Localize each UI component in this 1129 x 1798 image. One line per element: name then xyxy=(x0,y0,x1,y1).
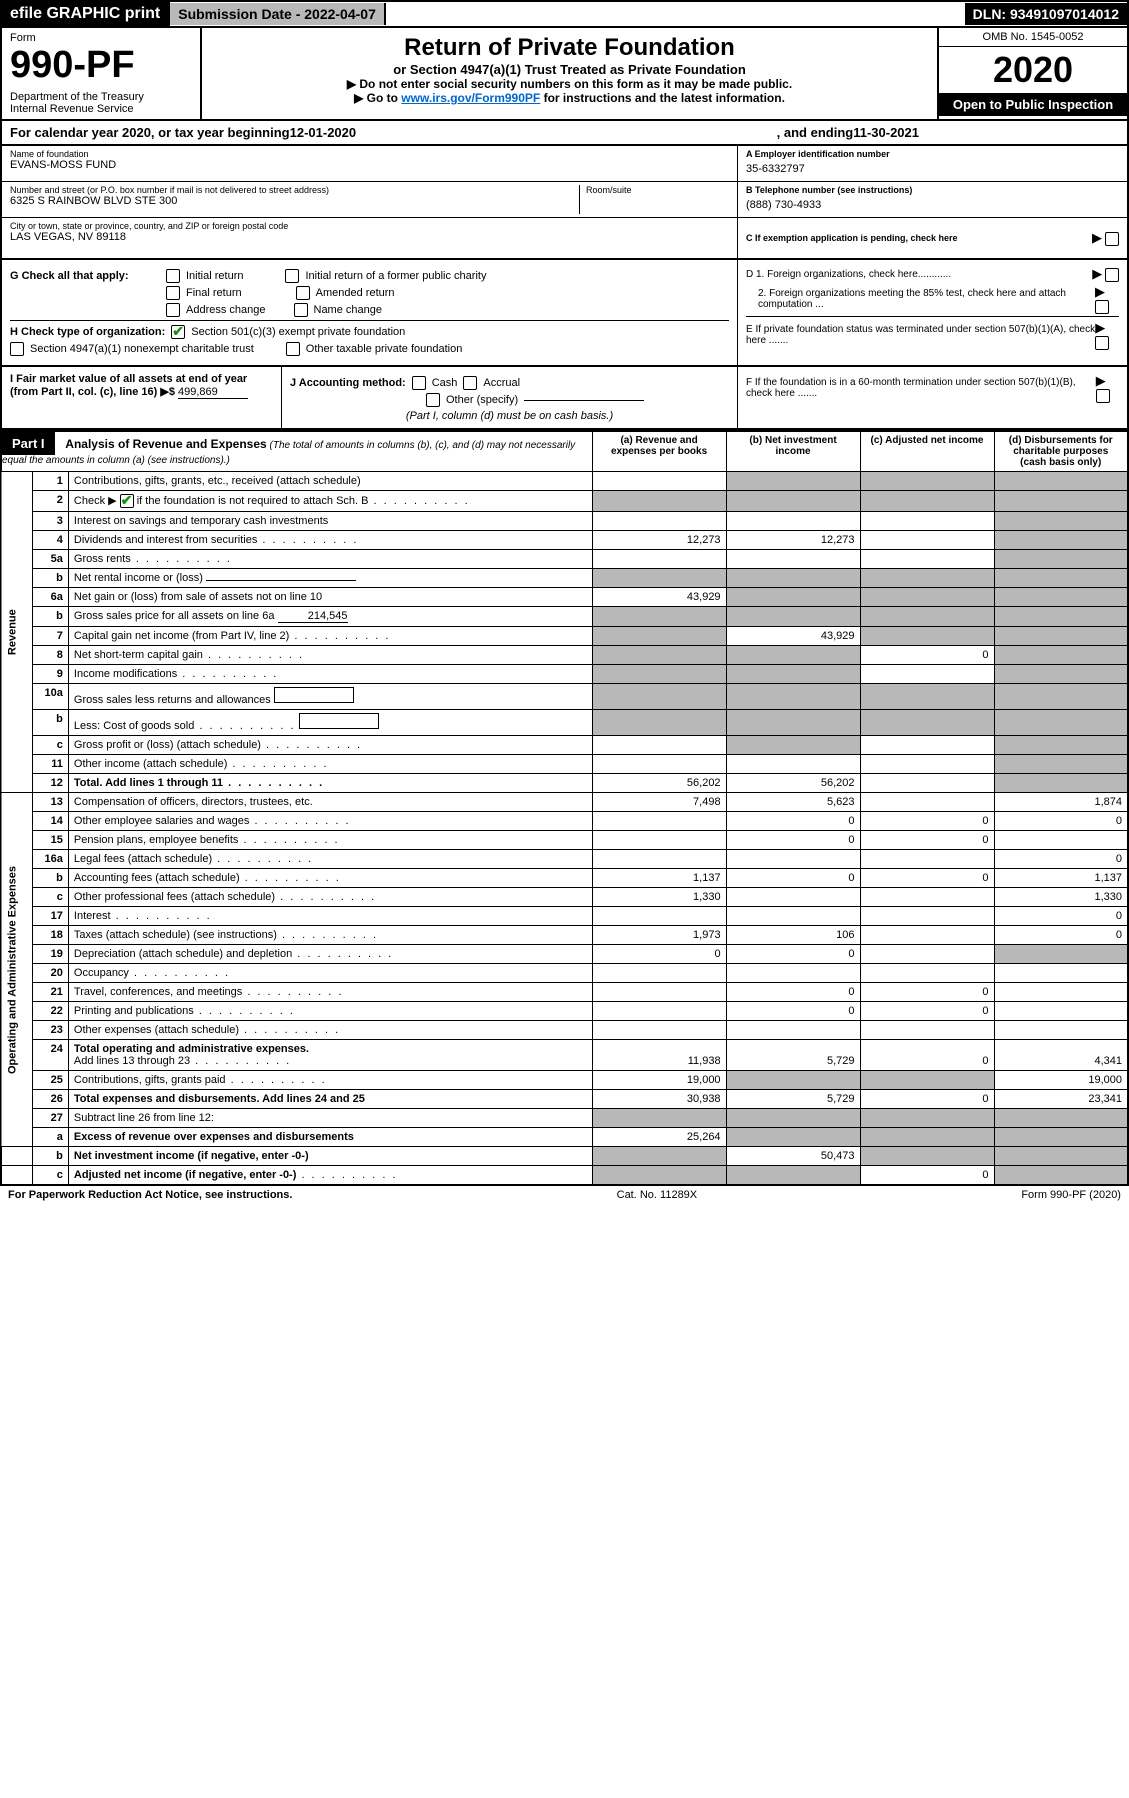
foundation-name: EVANS-MOSS FUND xyxy=(10,159,729,171)
city-state-zip: LAS VEGAS, NV 89118 xyxy=(10,231,729,243)
dept-label: Department of the Treasury Internal Reve… xyxy=(10,91,192,115)
j-accrual-checkbox[interactable] xyxy=(463,376,477,390)
form-header: Form 990-PF Department of the Treasury I… xyxy=(0,28,1129,121)
h-other-checkbox[interactable] xyxy=(286,342,300,356)
footer: For Paperwork Reduction Act Notice, see … xyxy=(0,1186,1129,1204)
phone-value: (888) 730-4933 xyxy=(746,195,1119,211)
expenses-side-label: Operating and Administrative Expenses xyxy=(1,793,33,1147)
j-cash-checkbox[interactable] xyxy=(412,376,426,390)
ein-label: A Employer identification number xyxy=(746,149,1119,159)
top-bar: efile GRAPHIC print Submission Date - 20… xyxy=(0,0,1129,28)
part1-badge: Part I xyxy=(2,432,55,455)
g-label: G Check all that apply: xyxy=(10,270,160,282)
j-sub: (Part I, column (d) must be on cash basi… xyxy=(290,410,729,422)
col-b-header: (b) Net investment income xyxy=(726,431,860,472)
h-4947-checkbox[interactable] xyxy=(10,342,24,356)
cat-no: Cat. No. 11289X xyxy=(617,1189,698,1201)
submission-date: Submission Date - 2022-04-07 xyxy=(170,3,386,25)
g-initial-checkbox[interactable] xyxy=(166,269,180,283)
form-label: Form xyxy=(10,32,192,44)
j-label: J Accounting method: xyxy=(290,377,406,389)
e-label: E If private foundation status was termi… xyxy=(746,324,1095,346)
g-amended-checkbox[interactable] xyxy=(296,286,310,300)
form-number: 990-PF xyxy=(10,44,192,87)
col-a-header: (a) Revenue and expenses per books xyxy=(592,431,726,472)
h-501c3-checkbox[interactable] xyxy=(171,325,185,339)
phone-label: B Telephone number (see instructions) xyxy=(746,185,1119,195)
year-end: 11-30-2021 xyxy=(853,125,919,140)
schb-checkbox[interactable] xyxy=(120,494,134,508)
note-2: ▶ Go to www.irs.gov/Form990PF for instru… xyxy=(208,91,931,105)
section-i-j-f: I Fair market value of all assets at end… xyxy=(0,367,1129,430)
form-ref: Form 990-PF (2020) xyxy=(1021,1189,1121,1201)
col-d-header: (d) Disbursements for charitable purpose… xyxy=(994,431,1128,472)
dln-label: DLN: 93491097014012 xyxy=(965,3,1127,25)
addr-label: Number and street (or P.O. box number if… xyxy=(10,185,579,195)
note-1: ▶ Do not enter social security numbers o… xyxy=(208,77,931,91)
j-other-checkbox[interactable] xyxy=(426,393,440,407)
open-public: Open to Public Inspection xyxy=(939,93,1127,116)
i-value: 499,869 xyxy=(178,386,248,399)
form-title: Return of Private Foundation xyxy=(208,34,931,62)
part1-table: Part I Analysis of Revenue and Expenses … xyxy=(0,430,1129,1186)
section-g-h: G Check all that apply: Initial return I… xyxy=(0,260,1129,367)
f-label: F If the foundation is in a 60-month ter… xyxy=(746,377,1096,399)
g-name-checkbox[interactable] xyxy=(294,303,308,317)
efile-label[interactable]: efile GRAPHIC print xyxy=(2,2,170,26)
room-label: Room/suite xyxy=(586,185,729,195)
g-initial-former-checkbox[interactable] xyxy=(285,269,299,283)
h-label: H Check type of organization: xyxy=(10,326,165,338)
col-c-header: (c) Adjusted net income xyxy=(860,431,994,472)
ein-value: 35-6332797 xyxy=(746,159,1119,175)
g-address-checkbox[interactable] xyxy=(166,303,180,317)
form-subtitle: or Section 4947(a)(1) Trust Treated as P… xyxy=(208,62,931,77)
omb-number: OMB No. 1545-0052 xyxy=(939,28,1127,47)
year-begin: 12-01-2020 xyxy=(290,125,357,140)
city-label: City or town, state or province, country… xyxy=(10,221,729,231)
calendar-year-row: For calendar year 2020, or tax year begi… xyxy=(0,121,1129,146)
f-checkbox[interactable] xyxy=(1096,389,1110,403)
d2-checkbox[interactable] xyxy=(1095,300,1109,314)
d1-label: D 1. Foreign organizations, check here..… xyxy=(746,269,951,280)
d2-label: 2. Foreign organizations meeting the 85%… xyxy=(746,288,1095,310)
part1-title: Analysis of Revenue and Expenses xyxy=(65,437,266,451)
identification-block: Name of foundation EVANS-MOSS FUND Numbe… xyxy=(0,146,1129,260)
d1-checkbox[interactable] xyxy=(1105,268,1119,282)
name-label: Name of foundation xyxy=(10,149,729,159)
street-address: 6325 S RAINBOW BLVD STE 300 xyxy=(10,195,579,207)
g-final-checkbox[interactable] xyxy=(166,286,180,300)
c-checkbox[interactable] xyxy=(1105,232,1119,246)
revenue-side-label: Revenue xyxy=(1,472,33,793)
e-checkbox[interactable] xyxy=(1095,336,1109,350)
tax-year: 2020 xyxy=(939,47,1127,93)
irs-link[interactable]: www.irs.gov/Form990PF xyxy=(401,91,540,105)
paperwork-notice: For Paperwork Reduction Act Notice, see … xyxy=(8,1189,292,1201)
c-label: C If exemption application is pending, c… xyxy=(746,233,958,243)
